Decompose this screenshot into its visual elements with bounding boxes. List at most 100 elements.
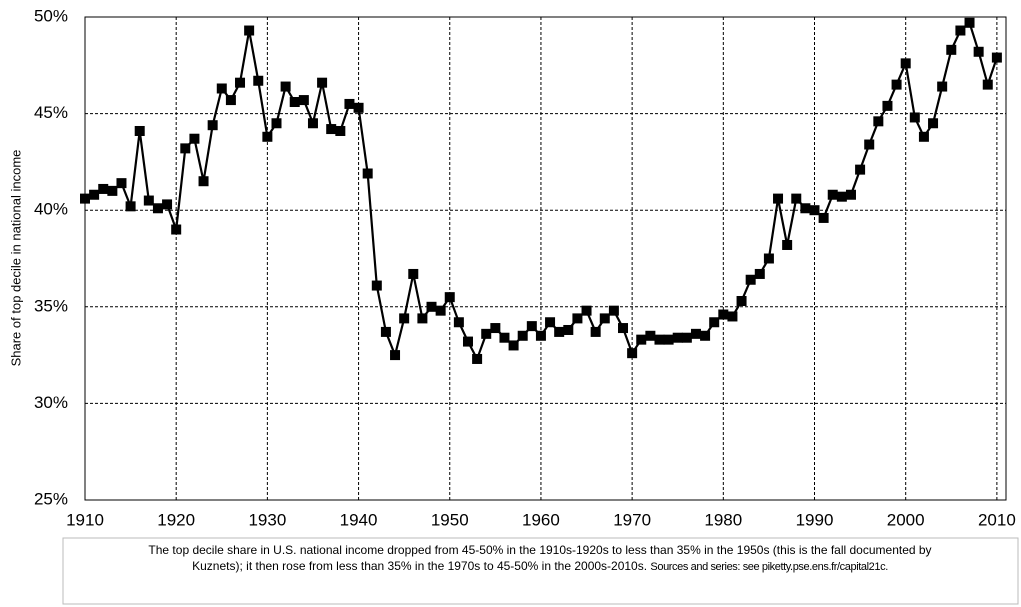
point-marker: [280, 81, 291, 92]
point-marker: [125, 201, 136, 212]
point-marker: [262, 131, 273, 142]
point-marker: [134, 125, 145, 136]
point-marker: [873, 116, 884, 127]
point-marker: [654, 334, 665, 345]
point-marker: [855, 164, 866, 175]
point-marker: [946, 44, 957, 55]
point-marker: [152, 203, 163, 214]
point-marker: [709, 317, 720, 328]
point-marker: [107, 185, 118, 196]
point-marker: [380, 326, 391, 337]
point-marker: [462, 336, 473, 347]
y-tick-label: 40%: [34, 200, 68, 219]
point-marker: [891, 79, 902, 90]
point-marker: [408, 268, 419, 279]
point-marker: [818, 212, 829, 223]
point-marker: [216, 83, 227, 94]
point-marker: [225, 95, 236, 106]
point-marker: [317, 77, 328, 88]
point-marker: [89, 189, 100, 200]
y-tick-label: 35%: [34, 296, 68, 315]
point-marker: [80, 193, 90, 204]
point-marker: [836, 191, 847, 202]
point-marker: [344, 98, 355, 109]
point-marker: [937, 81, 948, 92]
x-tick-label: 1970: [613, 510, 651, 529]
x-tick-label: 1950: [431, 510, 469, 529]
x-tick-label: 1940: [340, 510, 378, 529]
point-marker: [754, 268, 765, 279]
point-marker: [800, 203, 811, 214]
point-marker: [180, 143, 191, 154]
point-marker: [681, 332, 692, 343]
x-tick-label: 1920: [157, 510, 195, 529]
point-marker: [663, 334, 674, 345]
point-marker: [791, 193, 802, 204]
point-marker: [554, 326, 565, 337]
point-marker: [362, 168, 373, 179]
point-marker: [326, 124, 337, 135]
point-marker: [864, 139, 875, 150]
point-marker: [909, 112, 920, 123]
point-marker: [991, 52, 1002, 63]
point-marker: [189, 133, 200, 144]
point-marker: [782, 239, 793, 250]
point-marker: [390, 350, 401, 361]
point-marker: [490, 323, 501, 334]
point-marker: [517, 330, 528, 341]
point-marker: [763, 253, 774, 264]
point-marker: [444, 292, 455, 303]
point-marker: [690, 328, 701, 339]
point-marker: [244, 25, 255, 36]
x-tick-label: 1960: [522, 510, 560, 529]
point-marker: [563, 324, 574, 335]
point-marker: [618, 323, 629, 334]
point-marker: [745, 274, 756, 285]
x-tick-label: 2010: [978, 510, 1016, 529]
point-marker: [207, 120, 218, 131]
point-marker: [289, 97, 300, 108]
x-tick-label: 1930: [248, 510, 286, 529]
point-marker: [627, 348, 638, 359]
point-marker: [417, 313, 428, 324]
point-marker: [481, 328, 492, 339]
y-tick-label: 25%: [34, 489, 68, 508]
point-marker: [827, 189, 838, 200]
point-marker: [590, 326, 601, 337]
point-marker: [928, 118, 939, 129]
y-tick-label: 50%: [34, 6, 68, 25]
point-marker: [973, 46, 984, 57]
point-marker: [162, 199, 173, 210]
caption-line: The top decile share in U.S. national in…: [148, 543, 931, 557]
point-marker: [371, 280, 382, 291]
point-marker: [526, 321, 537, 332]
point-marker: [235, 77, 246, 88]
y-axis-label: Share of top decile in national income: [8, 150, 23, 367]
point-marker: [736, 296, 747, 307]
x-tick-label: 1980: [704, 510, 742, 529]
point-marker: [307, 118, 318, 129]
point-marker: [982, 79, 993, 90]
point-marker: [271, 118, 282, 129]
caption-text: Kuznets); it then rose from less than 35…: [192, 559, 647, 573]
point-marker: [581, 305, 592, 316]
point-marker: [253, 75, 264, 86]
point-marker: [773, 193, 784, 204]
point-marker: [171, 224, 182, 235]
point-marker: [399, 313, 410, 324]
point-marker: [472, 353, 483, 364]
point-marker: [727, 311, 738, 322]
point-marker: [298, 95, 309, 106]
point-marker: [918, 131, 929, 142]
point-marker: [718, 309, 729, 320]
point-marker: [900, 58, 911, 69]
point-marker: [845, 189, 856, 200]
point-marker: [143, 195, 154, 206]
x-tick-label: 1990: [796, 510, 834, 529]
caption-sources: Sources and series: see piketty.pse.ens.…: [650, 561, 888, 573]
point-marker: [809, 205, 820, 216]
point-marker: [426, 301, 437, 312]
point-marker: [435, 305, 446, 316]
plot-frame: [84, 16, 1007, 501]
point-marker: [572, 313, 583, 324]
